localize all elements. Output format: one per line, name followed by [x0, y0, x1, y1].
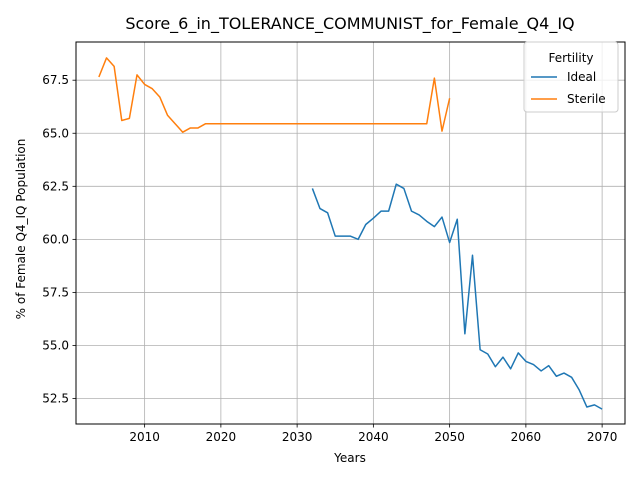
- x-tick-label: 2050: [434, 430, 465, 444]
- legend: Fertility Ideal Sterile: [523, 41, 619, 113]
- y-tick-label: 57.5: [42, 285, 69, 299]
- legend-label-ideal: Ideal: [567, 70, 596, 84]
- x-tick-label: 2040: [358, 430, 389, 444]
- x-tick-label: 2060: [511, 430, 542, 444]
- y-tick-label: 52.5: [42, 392, 69, 406]
- x-tick-label: 2010: [129, 430, 160, 444]
- series-line-sterile: [98, 57, 451, 133]
- plot-frame: [75, 41, 626, 425]
- legend-box: [523, 41, 619, 113]
- y-tick-label: 60.0: [42, 232, 69, 246]
- x-axis-ticks: 2010 2020 2030 2040 2050 2060 2070: [129, 424, 617, 444]
- x-tick-label: 2020: [206, 430, 237, 444]
- series-lines: [98, 57, 603, 410]
- chart-title: Score_6_in_TOLERANCE_COMMUNIST_for_Femal…: [125, 14, 574, 34]
- y-axis-label: % of Female Q4_IQ Population: [14, 139, 28, 320]
- y-axis-ticks: 52.5 55.0 57.5 60.0 62.5 65.0 67.5: [42, 73, 76, 406]
- x-tick-label: 2030: [282, 430, 313, 444]
- legend-title: Fertility: [548, 51, 593, 65]
- y-tick-label: 62.5: [42, 179, 69, 193]
- x-axis-label: Years: [333, 451, 366, 465]
- series-line-ideal: [311, 183, 603, 410]
- y-tick-label: 67.5: [42, 73, 69, 87]
- x-tick-label: 2070: [587, 430, 618, 444]
- y-tick-label: 55.0: [42, 338, 69, 352]
- legend-label-sterile: Sterile: [567, 92, 606, 106]
- y-tick-label: 65.0: [42, 126, 69, 140]
